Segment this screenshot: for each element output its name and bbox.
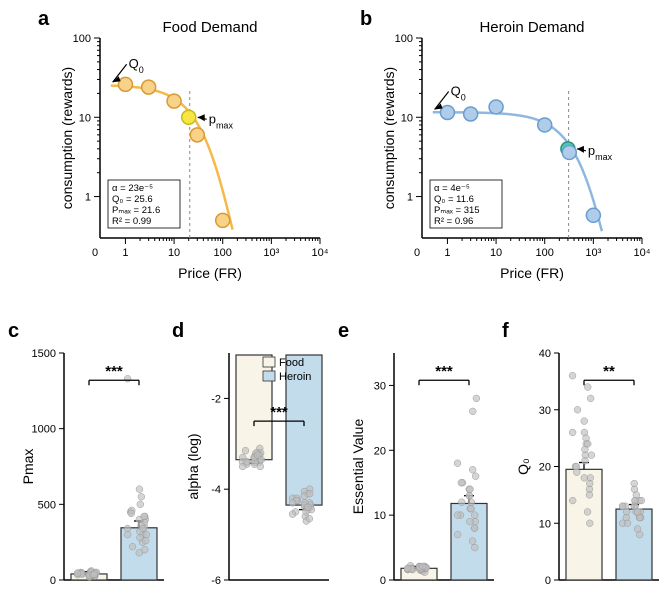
svg-text:R² = 0.99: R² = 0.99 [112,216,151,227]
svg-text:10³: 10³ [263,247,279,259]
svg-text:500: 500 [38,499,56,511]
svg-text:Price (FR): Price (FR) [500,265,564,281]
svg-text:Q₀: Q₀ [515,458,531,475]
panel-label-b: b [360,8,372,31]
svg-text:Heroin Demand: Heroin Demand [479,19,584,36]
panel-label-a: a [38,8,49,31]
svg-text:pmax: pmax [209,111,234,130]
svg-text:10⁴: 10⁴ [634,247,651,259]
svg-text:10³: 10³ [585,247,601,259]
panel-b-chart: Heroin Demand 1 10 100 10³ 10⁴ 0 1 10 100 Price (F… [382,18,661,308]
panel-a-chart: Food Demand 1 10 100 10³ 10⁴ 0 1 10 100 Price (FR)… [60,18,350,308]
svg-text:***: *** [105,363,123,380]
panel-c-chart: 0 500 1000 1500 Pmax *** [20,335,175,605]
svg-text:20: 20 [374,445,386,457]
svg-text:100: 100 [214,247,232,259]
svg-text:α = 4e⁻⁵: α = 4e⁻⁵ [434,183,470,194]
svg-text:1000: 1000 [32,424,56,436]
svg-text:10: 10 [490,247,502,259]
svg-text:30: 30 [539,405,551,417]
svg-text:-6: -6 [211,575,221,587]
svg-text:Food: Food [279,357,304,369]
svg-text:1: 1 [85,192,91,204]
svg-text:consumption (rewards): consumption (rewards) [382,67,397,209]
svg-text:Q₀ = 11.6: Q₀ = 11.6 [434,194,474,205]
svg-text:-2: -2 [211,393,221,405]
svg-text:40: 40 [539,348,551,360]
svg-text:alpha (log): alpha (log) [185,433,201,499]
panel-e-chart: 0 10 20 30 Essential Value *** [350,335,505,605]
svg-text:10: 10 [79,112,91,124]
svg-text:Q0: Q0 [129,56,144,75]
svg-text:Pₘₐₓ = 21.6: Pₘₐₓ = 21.6 [112,205,160,216]
svg-text:Q₀ = 25.6: Q₀ = 25.6 [112,194,153,205]
svg-text:consumption (rewards): consumption (rewards) [60,67,75,209]
svg-text:10: 10 [168,247,180,259]
svg-text:100: 100 [395,33,413,45]
svg-text:0: 0 [92,247,98,259]
svg-text:-4: -4 [211,484,221,496]
svg-text:α = 23e⁻⁵: α = 23e⁻⁵ [112,183,153,194]
svg-text:Pmax: Pmax [20,449,36,485]
svg-text:10: 10 [539,518,551,530]
svg-text:Essential Value: Essential Value [350,419,366,515]
svg-text:100: 100 [73,33,91,45]
svg-text:pmax: pmax [588,143,613,162]
svg-text:10: 10 [374,510,386,522]
svg-text:Pₘₐₓ = 315: Pₘₐₓ = 315 [434,205,480,216]
svg-text:Food Demand: Food Demand [162,19,257,36]
svg-text:1: 1 [122,247,128,259]
svg-text:***: *** [435,363,453,380]
svg-text:10: 10 [401,112,413,124]
svg-text:1500: 1500 [32,348,56,360]
svg-text:0: 0 [50,575,56,587]
panel-label-c: c [8,320,19,343]
svg-text:1: 1 [407,192,413,204]
svg-text:100: 100 [536,247,554,259]
panel-d-chart: -6 -4 -2 alpha (log) *** Food Heroin [185,335,340,605]
svg-text:0: 0 [545,575,551,587]
svg-text:20: 20 [539,462,551,474]
svg-text:Q0: Q0 [451,83,466,102]
svg-text:10⁴: 10⁴ [312,247,329,259]
svg-text:Heroin: Heroin [279,371,311,383]
panel-f-chart: 0 10 20 30 40 Q₀ ** [515,335,661,605]
svg-text:0: 0 [414,247,420,259]
svg-text:***: *** [270,404,288,421]
svg-text:0: 0 [380,575,386,587]
svg-text:R² = 0.96: R² = 0.96 [434,216,473,227]
svg-text:**: ** [603,363,615,380]
svg-text:Price (FR): Price (FR) [178,265,242,281]
svg-text:1: 1 [444,247,450,259]
svg-text:30: 30 [374,380,386,392]
